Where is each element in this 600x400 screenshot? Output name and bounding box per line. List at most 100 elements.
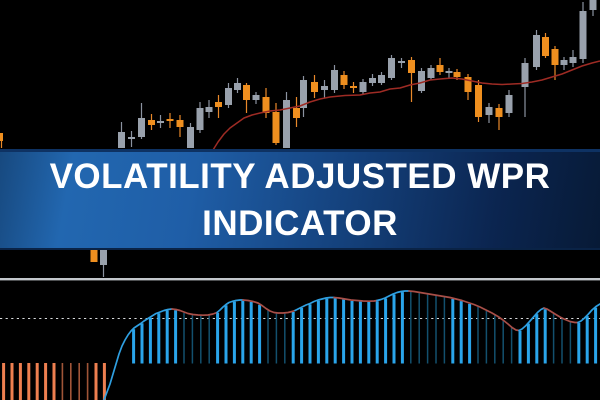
histogram-bar-up: [132, 329, 136, 364]
histogram-bar-up: [510, 327, 513, 364]
candle-up: [321, 86, 328, 90]
candle-down: [293, 108, 300, 118]
candle-up: [378, 75, 385, 83]
candle-down: [436, 65, 444, 72]
signal-line-segment-falling: [333, 296, 378, 303]
candle-down: [215, 102, 222, 107]
candle-down: [551, 49, 559, 65]
histogram-bar-up: [342, 299, 346, 364]
candle-up: [485, 107, 493, 115]
signal-line-segment-rising: [294, 296, 335, 312]
histogram-bar-up: [375, 301, 379, 364]
histogram-bar-down: [10, 363, 14, 400]
candle-down: [262, 97, 270, 113]
candle-up: [196, 108, 204, 130]
signal-line-segment-rising: [518, 307, 545, 332]
candle-down: [453, 72, 461, 77]
signal-line-segment-rising: [103, 308, 173, 400]
candle-up: [579, 11, 587, 59]
candle-down: [464, 77, 472, 92]
panel-separator-line: [0, 278, 600, 281]
histogram-bar-up: [569, 322, 572, 364]
histogram-bar-up: [216, 312, 220, 364]
histogram-bar-up: [249, 301, 253, 364]
signal-line-segment-falling: [242, 299, 296, 314]
indicator-signal-line: [103, 290, 600, 400]
candle-down: [542, 37, 549, 56]
histogram-bar-up: [468, 303, 472, 364]
histogram-bar-down: [44, 363, 48, 400]
histogram-bar-down: [70, 363, 72, 400]
banner-title-line1: VOLATILITY ADJUSTED WPR: [49, 156, 551, 196]
histogram-bar-up: [459, 301, 463, 364]
candle-up: [283, 100, 290, 148]
banner-title-line2: INDICATOR: [202, 203, 398, 243]
histogram-bar-up: [435, 295, 437, 364]
histogram-bar-down: [86, 363, 89, 400]
histogram-bar-up: [358, 301, 362, 364]
candle-up: [569, 57, 577, 63]
candle-up: [252, 95, 260, 100]
histogram-bar-down: [2, 363, 6, 400]
candle-up: [418, 71, 425, 91]
histogram-bar-up: [426, 294, 429, 364]
histogram-bar-down: [18, 363, 22, 400]
candle-up: [331, 70, 338, 90]
histogram-bar-up: [384, 298, 388, 364]
candle-up: [300, 80, 307, 108]
signal-line-segment-falling: [543, 307, 579, 324]
histogram-bar-up: [443, 297, 446, 364]
histogram-bar-up: [275, 313, 278, 364]
candle-up: [589, 0, 597, 10]
candle-down: [176, 120, 184, 127]
indicator-positive-histogram: [132, 291, 598, 364]
candle-down: [311, 82, 318, 92]
histogram-bar-up: [200, 315, 202, 364]
histogram-bar-down: [78, 363, 80, 400]
histogram-bar-up: [174, 310, 178, 364]
candle-up: [427, 68, 435, 78]
candle-up: [138, 118, 145, 137]
candle-up: [225, 88, 232, 105]
candle-up: [505, 95, 513, 113]
histogram-bar-up: [392, 294, 396, 364]
signal-line-segment-rising: [577, 303, 600, 324]
histogram-bar-up: [585, 316, 589, 364]
histogram-bar-up: [267, 310, 269, 364]
candle-up: [369, 78, 376, 83]
histogram-bar-up: [543, 309, 547, 364]
histogram-bar-up: [241, 300, 245, 364]
candle-down: [350, 86, 357, 88]
candle-up: [118, 132, 125, 148]
histogram-bar-down: [27, 363, 31, 400]
candle-up: [388, 58, 395, 78]
candle-up: [445, 71, 453, 73]
candle-up: [128, 137, 135, 139]
candle-down: [166, 119, 174, 121]
histogram-bar-up: [410, 291, 412, 364]
candle-up: [359, 82, 367, 92]
histogram-bar-up: [208, 315, 210, 364]
histogram-bar-up: [526, 323, 530, 364]
candle-down: [340, 75, 348, 85]
signal-line-segment-falling: [171, 308, 218, 317]
candle-up: [398, 61, 405, 63]
histogram-bar-up: [477, 306, 479, 364]
histogram-bar-up: [418, 293, 420, 364]
histogram-bar-up: [224, 305, 228, 364]
histogram-bar-up: [577, 322, 581, 364]
candle-up: [100, 250, 107, 265]
histogram-bar-up: [308, 304, 312, 364]
candle-up: [560, 60, 568, 65]
candle-down: [0, 133, 3, 141]
candle-down: [408, 60, 415, 73]
histogram-bar-up: [183, 312, 185, 364]
histogram-bar-up: [291, 311, 295, 364]
candle-up: [157, 121, 164, 123]
histogram-bar-up: [561, 318, 563, 364]
histogram-bar-up: [157, 313, 161, 364]
histogram-bar-up: [485, 311, 488, 364]
histogram-bar-up: [316, 300, 320, 364]
histogram-bar-up: [518, 330, 522, 364]
